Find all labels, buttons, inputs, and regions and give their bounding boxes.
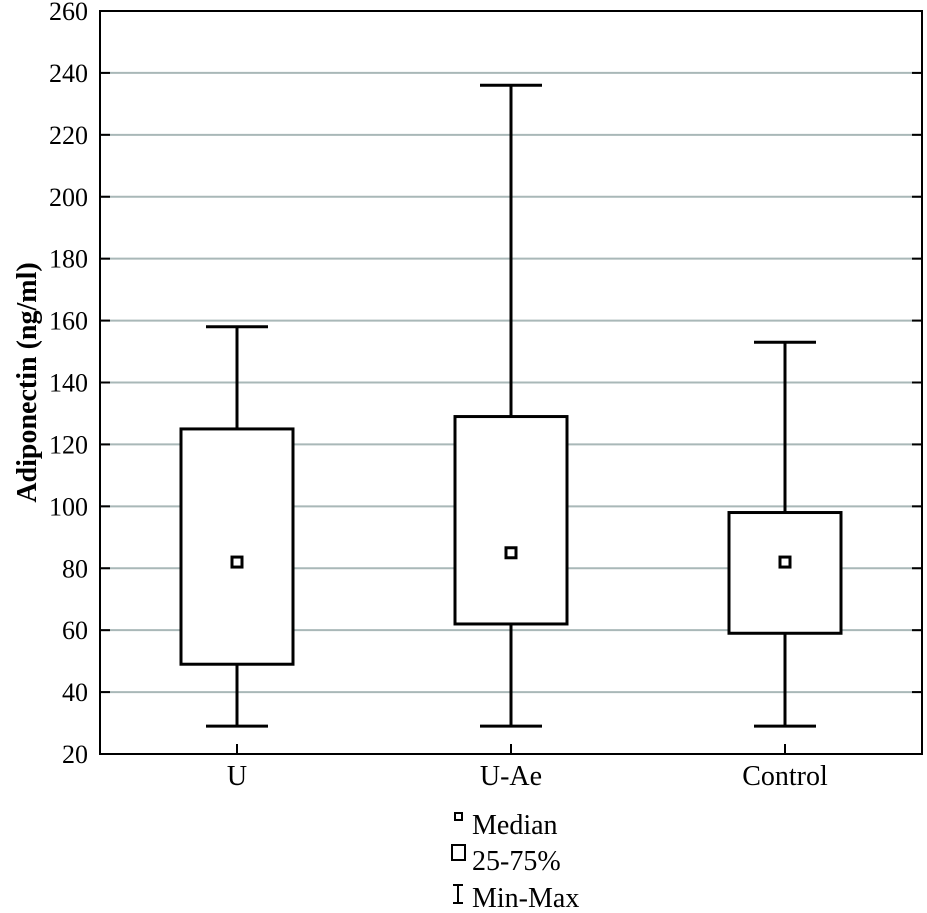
y-axis-ticks: 20 40 60 80 100 120 140 160 180 200 220 240 260 <box>49 0 922 769</box>
y-tick-label: 140 <box>49 369 88 398</box>
y-tick-label: 200 <box>49 183 88 212</box>
x-axis-ticks: U U-Ae Control <box>227 744 828 792</box>
box-u <box>179 325 295 728</box>
y-tick-label: 60 <box>62 616 88 645</box>
y-tick-label: 220 <box>49 121 88 150</box>
iqr-box <box>727 511 843 635</box>
legend-item-box: 25-75% <box>451 844 561 877</box>
y-tick-label: 80 <box>62 554 88 583</box>
y-tick-label: 180 <box>49 245 88 274</box>
y-tick-label: 240 <box>49 59 88 88</box>
legend-label: 25-75% <box>472 846 561 877</box>
x-tick-label: Control <box>742 761 828 792</box>
iqr-box <box>179 427 295 666</box>
x-tick-label: U-Ae <box>480 761 542 792</box>
x-tick-label: U <box>227 761 247 792</box>
legend-median-symbol <box>454 812 463 821</box>
legend-box-symbol <box>451 844 466 861</box>
iqr-box <box>453 415 569 626</box>
legend-label: Min-Max <box>472 883 579 913</box>
legend-item-small-square: Median <box>454 810 558 841</box>
median-marker <box>230 555 244 569</box>
median-marker <box>504 546 518 560</box>
legend-item-whisker: Min-Max <box>453 883 579 913</box>
box-control <box>727 340 843 728</box>
y-tick-label: 20 <box>62 740 88 769</box>
y-tick-label: 260 <box>49 0 88 26</box>
legend-label: Median <box>472 810 558 841</box>
box-u-ae <box>453 83 569 728</box>
y-tick-label: 160 <box>49 307 88 336</box>
median-marker <box>778 555 792 569</box>
legend: Median 25-75% Min-Max <box>451 810 579 913</box>
y-tick-label: 120 <box>49 430 88 459</box>
y-tick-label: 100 <box>49 492 88 521</box>
y-tick-label: 40 <box>62 678 88 707</box>
y-axis-title: Adiponectin (ng/ml) <box>12 262 43 502</box>
boxes <box>179 83 843 728</box>
